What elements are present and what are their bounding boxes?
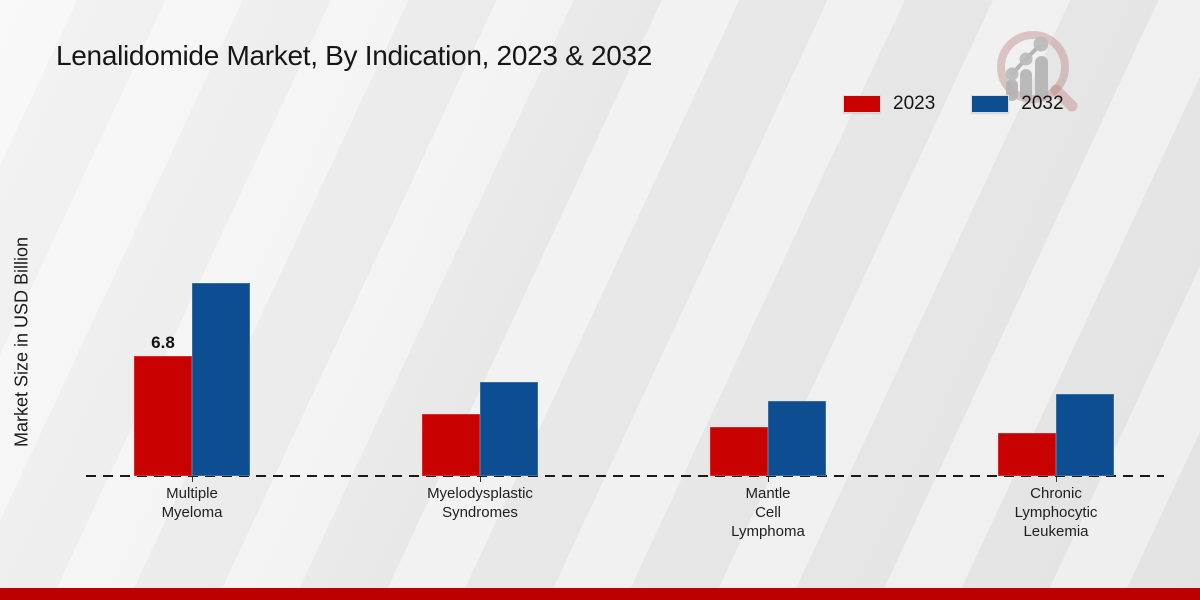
x-axis-baseline xyxy=(86,475,1164,477)
bar-2032-category-1 xyxy=(480,382,538,476)
bar-data-label: 6.8 xyxy=(151,333,175,352)
legend-item-2023: 2023 xyxy=(843,93,935,115)
legend-swatch-2023 xyxy=(843,95,881,113)
bar-2023-category-0 xyxy=(134,356,192,476)
bar-2032-category-0 xyxy=(192,283,250,476)
bar-2023-category-2 xyxy=(710,427,768,476)
category-label: Multiple Myeloma xyxy=(161,485,223,521)
legend-label-2023: 2023 xyxy=(893,93,936,114)
category-label: Chronic Lymphocytic Leukemia xyxy=(1014,485,1098,540)
bottom-red-band xyxy=(0,588,1200,600)
x-axis-tick xyxy=(192,477,193,482)
magnifier-bar-chart-logo-icon xyxy=(997,31,1078,112)
bar-2023-category-3 xyxy=(998,433,1056,476)
bar-2023-category-1 xyxy=(422,414,480,476)
x-axis-tick xyxy=(480,477,481,482)
legend-label-2032: 2032 xyxy=(1021,93,1064,114)
legend: 2023 2032 xyxy=(843,93,1064,115)
category-label: Mantle Cell Lymphoma xyxy=(731,485,805,540)
chart-title: Lenalidomide Market, By Indication, 2023… xyxy=(56,40,653,71)
legend-item-2032: 2032 xyxy=(971,93,1064,115)
bar-2032-category-2 xyxy=(768,401,826,476)
x-axis-tick xyxy=(768,477,769,482)
bar-2032-category-3 xyxy=(1056,394,1114,476)
category-label: Myelodysplastic Syndromes xyxy=(427,485,533,521)
legend-swatch-2032 xyxy=(971,95,1010,113)
x-axis-tick xyxy=(1056,477,1057,482)
